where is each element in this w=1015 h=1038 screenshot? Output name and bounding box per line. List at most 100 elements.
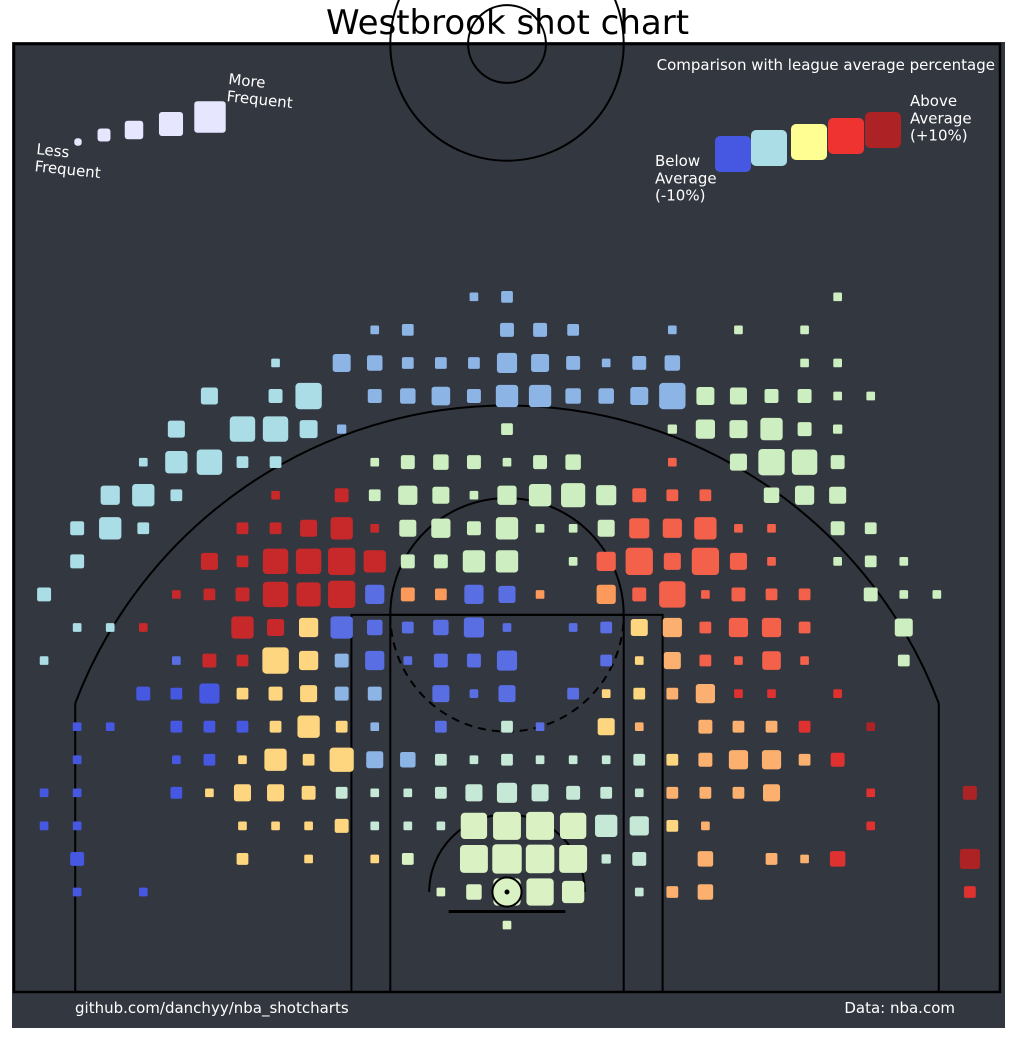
shot-bin [767,689,776,698]
shot-bin [866,722,876,732]
shot-bin [964,886,976,898]
shot-bin [497,485,517,505]
percentage-legend-square [715,136,751,172]
shot-bin [634,788,644,798]
shot-bin [633,687,646,700]
shot-bin [732,786,745,799]
shot-bin [365,650,385,671]
shot-bin [932,590,942,599]
shot-bin [695,419,715,439]
shot-bin [565,454,581,470]
shot-bin [829,486,847,504]
shot-bin [496,650,518,671]
shot-bin [659,581,686,608]
shot-bin [498,585,516,603]
shot-bin [659,382,686,410]
shot-bin [304,854,313,864]
shot-bin [729,420,748,439]
shot-bin [268,389,283,403]
shot-bin [535,722,545,732]
shot-bin [535,755,545,765]
shot-bin [367,686,382,701]
shot-bin [833,424,843,434]
shot-bin [762,651,781,670]
shot-bin [70,851,85,866]
shot-bin [528,384,552,408]
shot-bin [434,786,447,799]
shot-bin [432,486,450,504]
shot-bin [866,391,876,401]
shot-bin [829,851,846,867]
shot-bin [634,656,644,665]
shot-bin [598,388,614,404]
shot-bin [469,490,479,500]
shot-bin [271,821,280,831]
shot-bin [39,821,49,831]
shot-bin [469,689,479,698]
shot-bin [797,422,812,437]
shot-bin [72,755,82,765]
shot-bin [400,587,415,602]
shot-bin [236,456,249,469]
shot-bin [596,485,617,506]
shot-bin [666,687,679,700]
shot-bin [37,587,52,602]
shot-bin [401,621,414,634]
frequency-legend-square [158,111,184,137]
shot-bin [568,755,578,765]
shot-bin [501,753,513,766]
frequency-legend-square [194,101,226,133]
shot-bin [329,747,354,772]
shot-bin [431,386,451,406]
shot-bin [330,517,353,540]
shot-bin [500,322,514,337]
percentage-legend-square [865,112,901,148]
shot-bin [728,617,749,638]
paint-inner [389,613,625,994]
shot-bin [370,457,380,467]
shot-bin [533,322,548,337]
shot-bin [899,557,909,566]
shot-bin [797,389,812,403]
shot-bin [39,656,49,665]
shot-bin [525,844,555,874]
shot-bin [367,389,382,403]
shot-bin [167,420,185,438]
shot-bin [798,720,811,733]
shot-bin [196,449,223,475]
shot-bin [271,358,280,368]
shot-bin [138,623,148,632]
shot-bin [268,686,283,701]
shot-bin [798,753,811,766]
shot-bin [767,523,776,533]
shot-bin [493,811,521,840]
shot-bin [833,689,842,698]
shot-bin [699,786,712,799]
shot-bin [370,854,380,864]
shot-bin [662,617,682,638]
shot-bin [236,555,249,568]
shot-bin [299,420,318,439]
shot-bin [767,557,776,566]
shot-bin [734,689,743,698]
shot-bin [728,750,749,770]
shot-bin [238,821,247,831]
shot-bin [436,887,446,897]
shot-bin [200,552,218,570]
shot-bin [433,554,448,569]
shot-bin [170,489,183,502]
shot-bin [236,720,249,733]
shot-bin [264,748,287,771]
center-circle-inner [467,4,547,84]
shot-bin [698,719,713,734]
shot-bin [565,388,581,404]
hoop-center [504,889,510,895]
shot-bin [698,752,713,767]
shot-bin [465,784,483,802]
shot-bin [568,623,578,632]
shot-bin [366,355,383,371]
shot-bin [495,517,519,540]
shot-bin [765,720,778,733]
shot-bin [297,715,320,738]
shot-bin [566,785,581,800]
